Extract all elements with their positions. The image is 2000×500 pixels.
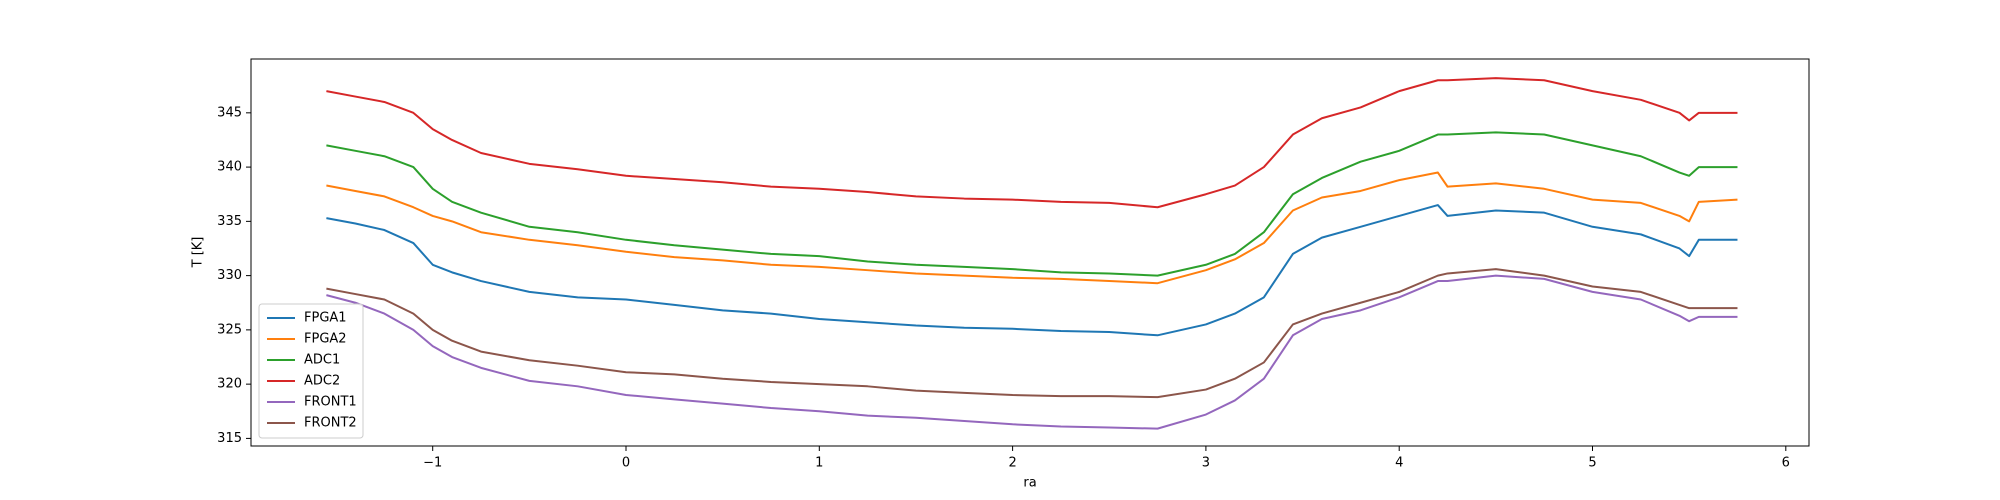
plot-frame: [250, 58, 1810, 447]
x-tick-label: 4: [1395, 456, 1403, 471]
legend-label: FRONT2: [304, 416, 357, 431]
y-tick-label: 340: [217, 160, 242, 175]
x-tick-label: 3: [1202, 456, 1210, 471]
legend-label: FPGA2: [304, 332, 347, 347]
series-line: [326, 77, 1738, 209]
x-tick-label: 5: [1588, 456, 1596, 471]
legend-label: FPGA1: [304, 311, 347, 326]
legend-label: ADC1: [304, 353, 340, 368]
x-tick-label: 2: [1008, 456, 1016, 471]
x-tick-label: −1: [423, 456, 442, 471]
series-line: [326, 131, 1738, 277]
y-tick-label: 335: [217, 214, 242, 229]
y-tick-label: 330: [217, 268, 242, 283]
legend-box: [258, 303, 364, 439]
legend-label: FRONT1: [304, 395, 357, 410]
y-tick-label: 325: [217, 322, 242, 337]
x-axis-label: ra: [1023, 476, 1036, 491]
legend-label: ADC2: [304, 374, 340, 389]
x-tick-label: 1: [815, 456, 823, 471]
series-line: [326, 274, 1738, 430]
y-tick-label: 320: [217, 377, 242, 392]
x-tick-label: 0: [622, 456, 630, 471]
series-line: [326, 268, 1738, 399]
y-tick-label: 345: [217, 105, 242, 120]
y-tick-label: 315: [217, 431, 242, 446]
series-line: [326, 204, 1738, 337]
series-line: [326, 171, 1738, 285]
y-axis-label: T [K]: [191, 237, 206, 269]
x-tick-label: 6: [1782, 456, 1790, 471]
